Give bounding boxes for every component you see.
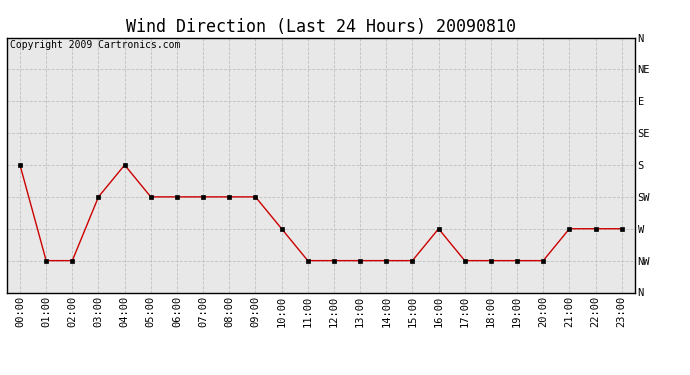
Text: Copyright 2009 Cartronics.com: Copyright 2009 Cartronics.com	[10, 40, 180, 50]
Title: Wind Direction (Last 24 Hours) 20090810: Wind Direction (Last 24 Hours) 20090810	[126, 18, 516, 36]
